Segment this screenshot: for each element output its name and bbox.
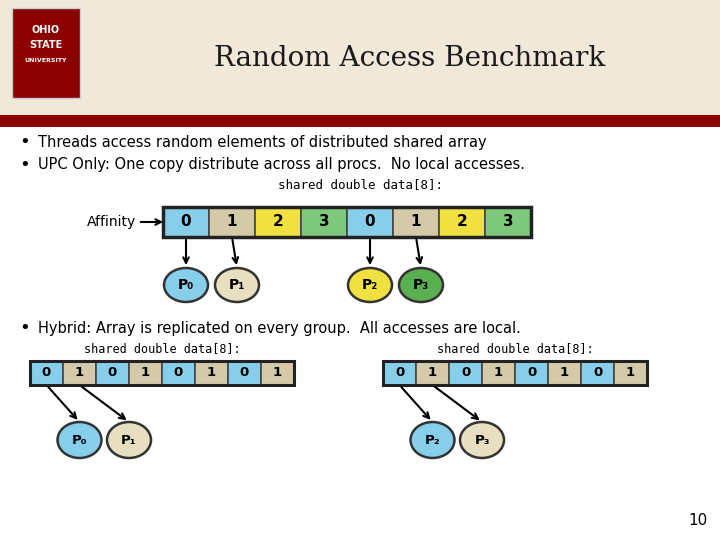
Ellipse shape — [215, 268, 259, 302]
Text: P₃: P₃ — [413, 278, 429, 292]
Text: 0: 0 — [181, 214, 192, 230]
Text: P₁: P₁ — [121, 434, 137, 447]
Text: P₂: P₂ — [362, 278, 378, 292]
Text: 1: 1 — [428, 367, 437, 380]
Text: UNIVERSITY: UNIVERSITY — [24, 57, 67, 63]
Text: 1: 1 — [141, 367, 150, 380]
Text: 0: 0 — [395, 367, 404, 380]
Text: P₃: P₃ — [474, 434, 490, 447]
Text: 0: 0 — [365, 214, 375, 230]
Bar — [383, 361, 647, 385]
Bar — [383, 361, 416, 385]
Text: OHIO: OHIO — [32, 25, 60, 35]
Text: 0: 0 — [108, 367, 117, 380]
Ellipse shape — [107, 422, 151, 458]
Text: 1: 1 — [410, 214, 421, 230]
Text: P₂: P₂ — [425, 434, 441, 447]
Text: 2: 2 — [273, 214, 284, 230]
Text: 2: 2 — [456, 214, 467, 230]
Text: P₀: P₀ — [178, 278, 194, 292]
Bar — [63, 361, 96, 385]
Text: 3: 3 — [503, 214, 513, 230]
Text: 1: 1 — [626, 367, 635, 380]
Text: 3: 3 — [319, 214, 329, 230]
Text: 0: 0 — [527, 367, 536, 380]
Bar — [255, 207, 301, 237]
Text: 0: 0 — [174, 367, 183, 380]
Text: 1: 1 — [207, 367, 216, 380]
Text: P₀: P₀ — [72, 434, 87, 447]
Ellipse shape — [410, 422, 454, 458]
Bar — [30, 361, 294, 385]
Ellipse shape — [348, 268, 392, 302]
Bar — [209, 207, 255, 237]
Bar — [301, 207, 347, 237]
Bar — [449, 361, 482, 385]
Bar — [614, 361, 647, 385]
Bar — [12, 8, 80, 98]
Text: Affinity: Affinity — [87, 215, 137, 229]
Bar — [195, 361, 228, 385]
Bar — [416, 361, 449, 385]
Ellipse shape — [460, 422, 504, 458]
Ellipse shape — [58, 422, 102, 458]
Text: Random Access Benchmark: Random Access Benchmark — [215, 44, 606, 71]
Bar — [163, 207, 209, 237]
Bar — [515, 361, 548, 385]
Text: UPC Only: One copy distribute across all procs.  No local accesses.: UPC Only: One copy distribute across all… — [38, 158, 525, 172]
Text: 0: 0 — [42, 367, 51, 380]
Text: 1: 1 — [273, 367, 282, 380]
Text: •: • — [19, 319, 30, 337]
Text: Hybrid: Array is replicated on every group.  All accesses are local.: Hybrid: Array is replicated on every gro… — [38, 321, 521, 335]
Text: 0: 0 — [240, 367, 249, 380]
Bar — [261, 361, 294, 385]
Bar — [129, 361, 162, 385]
Text: Threads access random elements of distributed shared array: Threads access random elements of distri… — [38, 134, 487, 150]
Ellipse shape — [164, 268, 208, 302]
Bar — [393, 207, 439, 237]
Bar — [347, 207, 393, 237]
Bar — [96, 361, 129, 385]
Bar — [228, 361, 261, 385]
Text: 1: 1 — [560, 367, 569, 380]
Bar — [581, 361, 614, 385]
Text: P₁: P₁ — [229, 278, 246, 292]
Bar — [162, 361, 195, 385]
Text: shared double data[8]:: shared double data[8]: — [277, 179, 443, 192]
Bar — [482, 361, 515, 385]
Bar — [0, 0, 720, 115]
Text: •: • — [19, 133, 30, 151]
Text: 1: 1 — [494, 367, 503, 380]
Text: shared double data[8]:: shared double data[8]: — [436, 342, 593, 355]
Bar — [30, 361, 63, 385]
Bar — [163, 207, 531, 237]
Text: 0: 0 — [593, 367, 602, 380]
Text: 0: 0 — [461, 367, 470, 380]
Bar — [485, 207, 531, 237]
Bar — [0, 115, 720, 127]
Bar — [439, 207, 485, 237]
Text: •: • — [19, 156, 30, 174]
Text: STATE: STATE — [30, 40, 63, 50]
Bar — [548, 361, 581, 385]
Text: 1: 1 — [75, 367, 84, 380]
Ellipse shape — [399, 268, 443, 302]
Text: 1: 1 — [227, 214, 238, 230]
Text: 10: 10 — [689, 513, 708, 528]
Text: shared double data[8]:: shared double data[8]: — [84, 342, 240, 355]
